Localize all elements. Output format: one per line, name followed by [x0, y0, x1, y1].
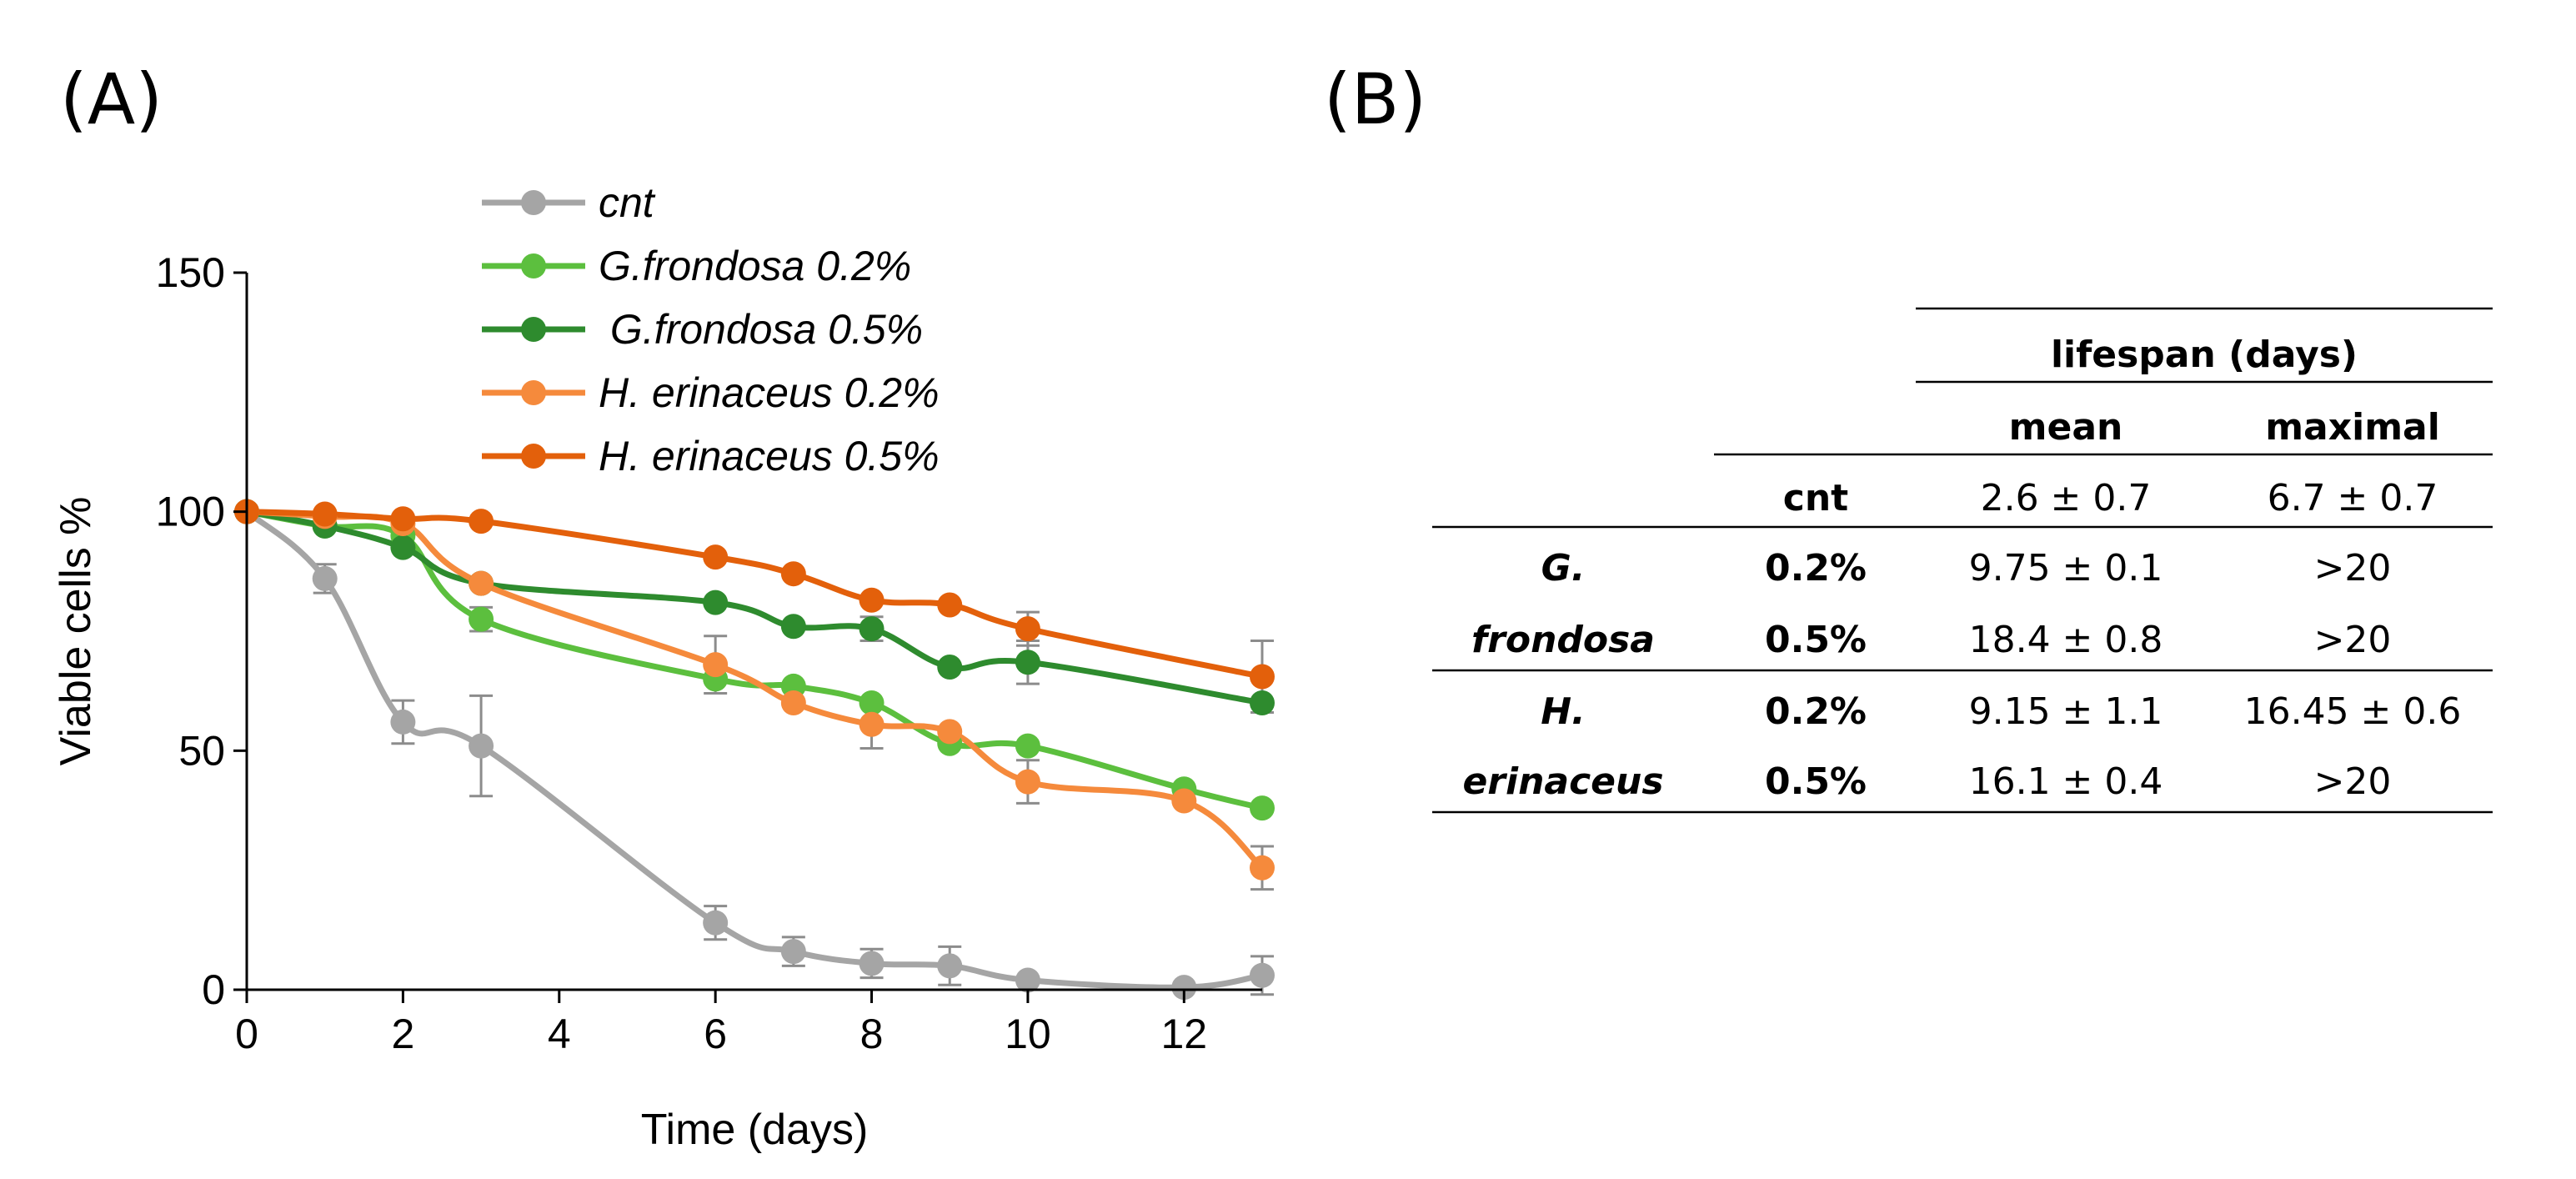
table-species-h-line1: H.	[1541, 690, 1586, 733]
x-axis-title: Time (days)	[641, 1106, 869, 1154]
panel-b-label: (B)	[1324, 58, 1426, 140]
table-species-g-line2: frondosa	[1471, 619, 1655, 661]
table-row-g02-max: >20	[2314, 547, 2392, 590]
y-tick-label: 150	[156, 249, 225, 296]
x-tick-label: 4	[548, 1011, 571, 1057]
y-tick-label: 50	[178, 727, 225, 774]
data-point	[1171, 975, 1197, 1001]
data-point	[780, 561, 806, 587]
table-row-h02-mean: 9.15 ± 1.1	[1969, 690, 2163, 733]
y-tick-label: 0	[202, 966, 225, 1013]
data-point	[469, 733, 494, 759]
data-point	[1250, 962, 1275, 988]
data-point	[780, 690, 806, 715]
panel-a-label: (A)	[60, 58, 163, 140]
table-row-g05-mean: 18.4 ± 0.8	[1969, 619, 2163, 661]
table-row-cnt-mean: 2.6 ± 0.7	[1981, 477, 2152, 519]
data-point	[1171, 788, 1197, 814]
data-point	[859, 616, 885, 642]
table-row-h05-max: >20	[2314, 760, 2392, 803]
lifespan-table: lifespan (days) mean maximal cnt 2.6 ± 0…	[1432, 307, 2493, 814]
table-row-h02-max: 16.45 ± 0.6	[2244, 690, 2462, 733]
data-point	[937, 953, 963, 979]
data-point	[703, 590, 729, 615]
data-point	[780, 939, 806, 965]
data-point	[469, 509, 494, 534]
table-row-g02-label: 0.2%	[1765, 547, 1867, 590]
x-tick-label: 0	[235, 1011, 258, 1057]
data-point	[1250, 664, 1275, 690]
table-row-h02-label: 0.2%	[1765, 690, 1867, 733]
data-point	[390, 534, 416, 560]
x-tick-label: 2	[391, 1011, 414, 1057]
viability-line-chart: 0 50 100 150 0 2 4 6 8 10 12 Time (days) Viable c…	[52, 179, 1275, 1154]
data-point	[859, 587, 885, 613]
data-point	[859, 951, 885, 976]
y-tick-label: 100	[156, 489, 225, 535]
legend-marker	[521, 190, 546, 215]
data-point	[703, 652, 729, 678]
x-tick-label: 10	[1005, 1011, 1051, 1057]
data-point	[937, 655, 963, 680]
data-point	[1250, 690, 1275, 715]
table-row-g05-label: 0.5%	[1765, 619, 1867, 661]
data-point	[1015, 616, 1040, 642]
data-point	[859, 690, 885, 715]
data-point	[859, 711, 885, 737]
table-species-h-line2: erinaceus	[1462, 760, 1663, 803]
x-tick-label: 6	[704, 1011, 727, 1057]
data-point	[1015, 967, 1040, 993]
data-point	[703, 544, 729, 570]
data-point	[469, 570, 494, 596]
table-row-g05-max: >20	[2314, 619, 2392, 661]
table-header-lifespan: lifespan (days)	[2051, 334, 2358, 376]
data-point	[1250, 855, 1275, 880]
legend-marker	[521, 317, 546, 342]
table-row-h05-label: 0.5%	[1765, 760, 1867, 803]
table-row-cnt-label: cnt	[1783, 477, 1848, 519]
data-point	[1015, 769, 1040, 795]
legend-label: cnt	[599, 179, 656, 226]
data-point	[937, 719, 963, 745]
legend-marker	[521, 253, 546, 278]
table-row-cnt-max: 6.7 ± 0.7	[2268, 477, 2438, 519]
data-point	[937, 592, 963, 618]
lines-layer	[243, 509, 1265, 991]
table-row-h05-mean: 16.1 ± 0.4	[1969, 760, 2163, 803]
data-point	[1015, 733, 1040, 759]
legend-marker	[521, 444, 546, 469]
x-ticks: 0 2 4 6 8 10 12	[235, 990, 1207, 1057]
legend-label: G.frondosa 0.2%	[599, 243, 911, 289]
data-point	[1015, 650, 1040, 675]
data-point	[780, 614, 806, 640]
table-species-g-line1: G.	[1541, 547, 1586, 590]
legend-label: H. erinaceus 0.2%	[599, 369, 940, 416]
series-line	[243, 509, 1265, 706]
legend: cnt G.frondosa 0.2% G.frondosa 0.5% H. eri…	[482, 179, 940, 479]
data-point	[1250, 795, 1275, 821]
points-layer	[234, 499, 1275, 1001]
legend-label: H. erinaceus 0.5%	[599, 433, 940, 479]
data-point	[390, 709, 416, 735]
table-header-maximal: maximal	[2265, 406, 2440, 449]
data-point	[312, 501, 338, 527]
data-point	[469, 606, 494, 632]
series-line	[243, 509, 1265, 991]
x-tick-label: 12	[1160, 1011, 1207, 1057]
legend-marker	[521, 380, 546, 405]
x-tick-label: 8	[860, 1011, 884, 1057]
data-point	[312, 565, 338, 591]
table-row-g02-mean: 9.75 ± 0.1	[1969, 547, 2163, 590]
data-point	[703, 910, 729, 936]
data-point	[390, 506, 416, 532]
y-axis-title: Viable cells %	[52, 497, 100, 766]
table-header-mean: mean	[2009, 406, 2123, 449]
y-ticks: 0 50 100 150	[156, 249, 247, 1013]
legend-label: G.frondosa 0.5%	[599, 306, 923, 353]
